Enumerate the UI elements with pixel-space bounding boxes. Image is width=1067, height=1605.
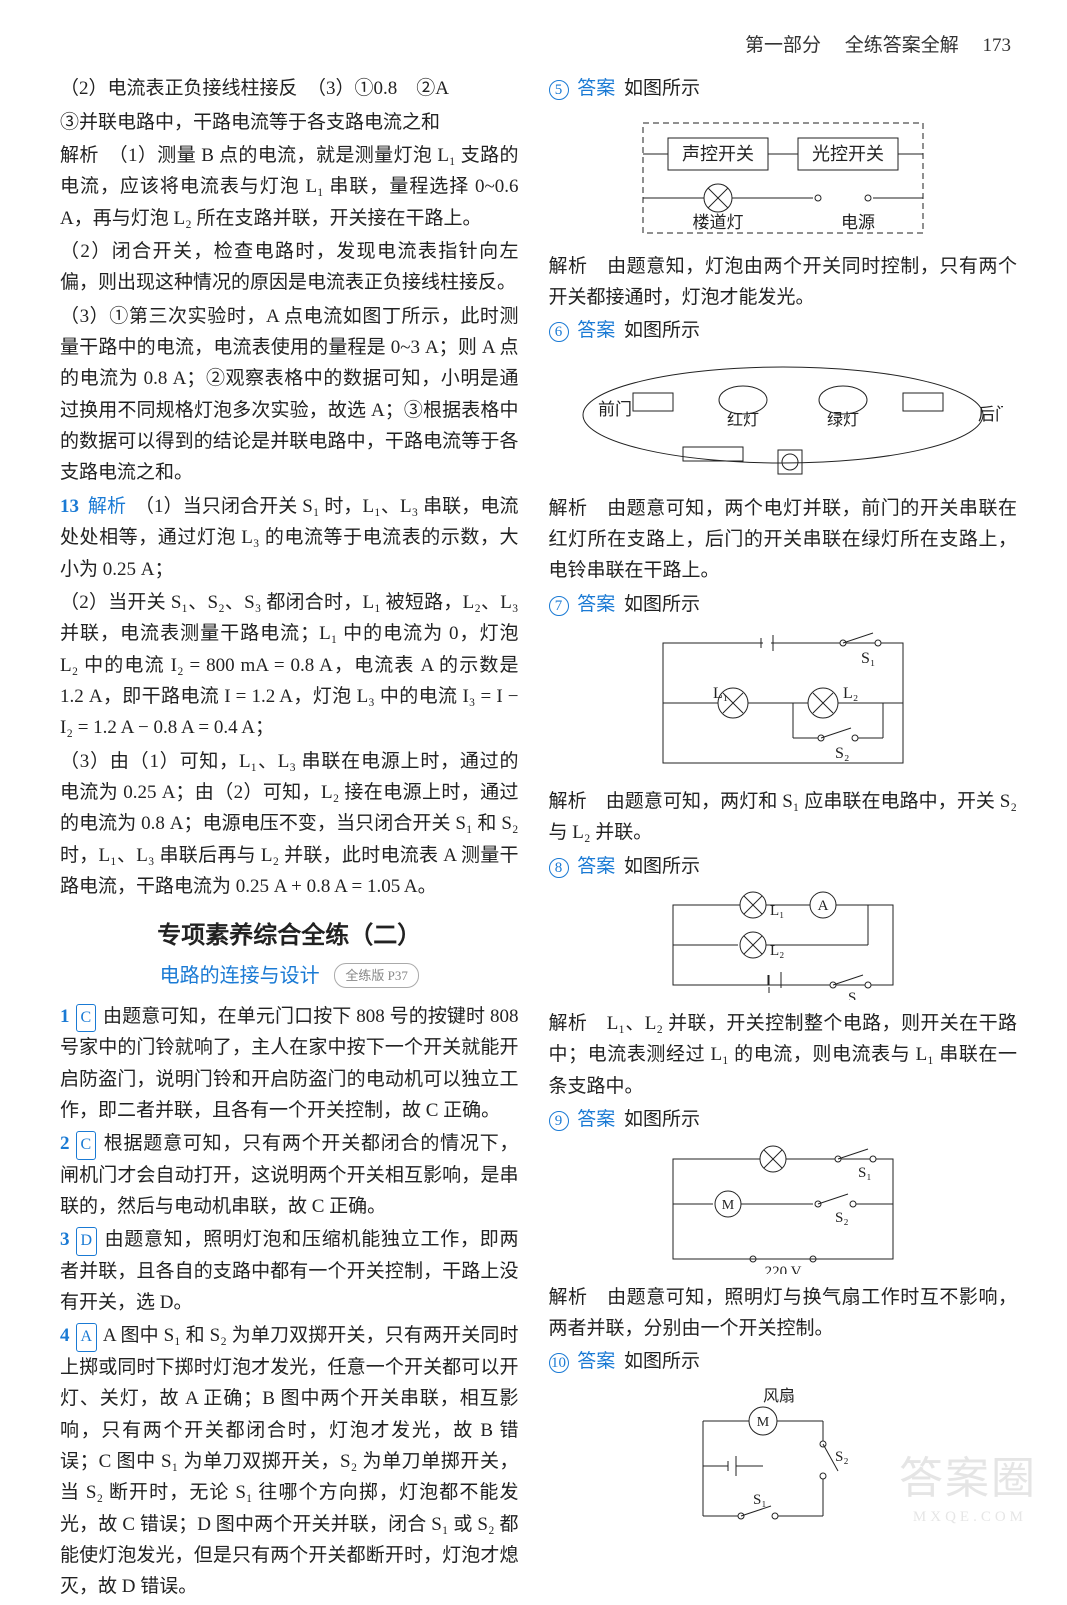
svg-text:楼道灯: 楼道灯: [692, 213, 743, 232]
page-header: 第一部分 全练答案全解 173: [60, 30, 1017, 61]
answer-badge: A: [76, 1323, 98, 1351]
question-1: 1C 由题意可知，在单元门口按下 808 号的按键时 808 号家中的门铃就响了…: [60, 1001, 519, 1126]
question-number: 3: [60, 1229, 70, 1250]
answer-text: 如图所示: [624, 856, 700, 877]
question-number: 13: [60, 496, 79, 517]
figure-7: S₁ L₁ L₂ S₂: [643, 628, 923, 778]
svg-text:S₁: S₁: [858, 1165, 872, 1181]
question-2: 2C 根据题意可知，只有两个开关都闭合的情况下，闸机门才会自动打开，这说明两个开…: [60, 1128, 519, 1222]
text-line: （2）电流表正负接线柱接反 （3）①0.8 ②A: [60, 73, 519, 104]
svg-text:S₁: S₁: [753, 1492, 767, 1508]
svg-text:红灯: 红灯: [727, 411, 759, 429]
svg-text:L₁: L₁: [713, 685, 728, 702]
answer-badge: C: [76, 1131, 97, 1159]
answer-text: 如图所示: [624, 320, 700, 341]
question-number: 1: [60, 1006, 70, 1027]
answer-text: 如图所示: [624, 1109, 700, 1130]
q4-text: A 图中 S₁ 和 S₂ 为单刀双掷开关，只有两开关同时上掷或同时下掷时灯泡才发…: [60, 1325, 519, 1597]
answer-number: 5: [549, 80, 569, 100]
q2-text: 根据题意可知，只有两个开关都闭合的情况下，闸机门才会自动打开，这说明两个开关相互…: [60, 1133, 519, 1217]
answer-label: 答案: [577, 1351, 615, 1372]
text-line: ③并联电路中，干路电流等于各支路电流之和: [60, 107, 519, 138]
svg-text:M: M: [722, 1198, 735, 1213]
svg-text:M: M: [757, 1415, 770, 1430]
svg-text:220 V: 220 V: [764, 1264, 801, 1274]
answer-6: 6 答案 如图所示: [549, 315, 1017, 346]
text-block: （2）闭合开关，检查电路时，发现电流表指针向左偏，则出现这种情况的原因是电流表正…: [60, 236, 519, 299]
answer-text: 如图所示: [624, 78, 700, 99]
answer-number: 7: [549, 596, 569, 616]
figure-9: S₁ M S₂ 220 V: [653, 1144, 913, 1274]
answer-label: 答案: [577, 78, 615, 99]
question-number: 4: [60, 1325, 70, 1346]
svg-text:后门: 后门: [978, 405, 1003, 424]
text-block: （3）①第三次实验时，A 点电流如图丁所示，此时测量干路中的电流，电流表使用的量…: [60, 301, 519, 489]
answer-label: 答案: [577, 320, 615, 341]
answer-7: 7 答案 如图所示: [549, 589, 1017, 620]
answer-text: 如图所示: [624, 1351, 700, 1372]
svg-text:S: S: [848, 990, 856, 1000]
svg-text:S₂: S₂: [835, 745, 849, 762]
q1-text: 由题意可知，在单元门口按下 808 号的按键时 808 号家中的门铃就响了，主人…: [60, 1006, 519, 1121]
answer-badge: C: [76, 1004, 97, 1032]
svg-text:S₂: S₂: [835, 1449, 849, 1465]
svg-text:L₁: L₁: [770, 903, 784, 919]
answer-number: 6: [549, 322, 569, 342]
answer-5: 5 答案 如图所示: [549, 73, 1017, 104]
content-columns: （2）电流表正负接线柱接反 （3）①0.8 ②A ③并联电路中，干路电流等于各支…: [60, 73, 1017, 1604]
explanation-7: 解析 由题意可知，两灯和 S₁ 应串联在电路中，开关 S₂ 与 L₂ 并联。: [549, 786, 1017, 849]
svg-text:前门: 前门: [598, 400, 632, 419]
explanation-6: 解析 由题意可知，两个电灯并联，前门的开关串联在红灯所在支路上，后门的开关串联在…: [549, 493, 1017, 587]
question-13: 13 解析 （1）当只闭合开关 S₁ 时，L₁、L₃ 串联，电流处处相等，通过灯…: [60, 491, 519, 585]
q13-part-c: （3）由（1）可知，L₁、L₃ 串联在电源上时，通过的电流为 0.25 A；由（…: [60, 746, 519, 903]
text-block: 解析 （1）测量 B 点的电流，就是测量灯泡 L₁ 支路的电流，应该将电流表与灯…: [60, 140, 519, 234]
answer-label: 答案: [577, 856, 615, 877]
figure-5: 声控开关 光控开关 楼道灯 电源: [613, 113, 953, 243]
subtitle-row: 电路的连接与设计 全练版 P37: [60, 960, 519, 993]
section-title: 专项素养综合全练（二）: [60, 916, 519, 956]
figure-6: 前门 红灯 绿灯 后门: [563, 355, 1003, 485]
page-ref-pill: 全练版 P37: [334, 963, 418, 988]
answer-number: 8: [549, 858, 569, 878]
explanation-8: 解析 L₁、L₂ 并联，开关控制整个电路，则开关在干路中；电流表测经过 L₁ 的…: [549, 1008, 1017, 1102]
explanation-9: 解析 由题意可知，照明灯与换气扇工作时互不影响，两者并联，分别由一个开关控制。: [549, 1282, 1017, 1345]
q13-part-b: （2）当开关 S₁、S₂、S₃ 都闭合时，L₁ 被短路，L₂、L₃ 并联，电流表…: [60, 587, 519, 744]
page-number: 173: [983, 35, 1012, 56]
question-number: 2: [60, 1133, 70, 1154]
svg-text:L₂: L₂: [843, 685, 858, 702]
header-part: 第一部分: [745, 35, 821, 56]
question-4: 4A A 图中 S₁ 和 S₂ 为单刀双掷开关，只有两开关同时上掷或同时下掷时灯…: [60, 1320, 519, 1602]
q3-text: 由题意知，照明灯泡和压缩机能独立工作，即两者并联，且各自的支路中都有一个开关控制…: [60, 1229, 519, 1313]
answer-8: 8 答案 如图所示: [549, 851, 1017, 882]
svg-text:风扇: 风扇: [763, 1387, 795, 1405]
header-title: 全练答案全解: [845, 35, 959, 56]
answer-badge: D: [76, 1227, 98, 1255]
svg-text:光控开关: 光控开关: [812, 144, 884, 164]
explanation-5: 解析 由题意知，灯泡由两个开关同时控制，只有两个开关都接通时，灯泡才能发光。: [549, 251, 1017, 314]
svg-text:声控开关: 声控开关: [682, 144, 754, 164]
answer-label: 答案: [577, 594, 615, 615]
figure-10: 风扇 M S₂ S₁: [673, 1386, 893, 1526]
answer-10: 10 答案 如图所示: [549, 1346, 1017, 1377]
answer-number: 10: [549, 1353, 569, 1373]
subtitle: 电路的连接与设计: [160, 965, 320, 987]
answer-text: 如图所示: [624, 594, 700, 615]
question-3: 3D 由题意知，照明灯泡和压缩机能独立工作，即两者并联，且各自的支路中都有一个开…: [60, 1224, 519, 1318]
answer-9: 9 答案 如图所示: [549, 1104, 1017, 1135]
analysis-label: 解析: [88, 496, 126, 517]
answer-label: 答案: [577, 1109, 615, 1130]
svg-text:绿灯: 绿灯: [827, 411, 859, 429]
answer-number: 9: [549, 1111, 569, 1131]
left-column: （2）电流表正负接线柱接反 （3）①0.8 ②A ③并联电路中，干路电流等于各支…: [60, 73, 519, 1604]
svg-text:S₁: S₁: [861, 650, 875, 667]
svg-text:电源: 电源: [841, 213, 875, 232]
q13-part-a: （1）当只闭合开关 S₁ 时，L₁、L₃ 串联，电流处处相等，通过灯泡 L₃ 的…: [60, 496, 519, 580]
svg-text:A: A: [817, 898, 828, 914]
right-column: 5 答案 如图所示 声控开关 光控开关 楼道灯 电源 解析 由题意知，灯泡由两个…: [549, 73, 1017, 1604]
svg-text:S₂: S₂: [835, 1210, 849, 1226]
figure-8: L₁ A L₂ S: [653, 890, 913, 1000]
